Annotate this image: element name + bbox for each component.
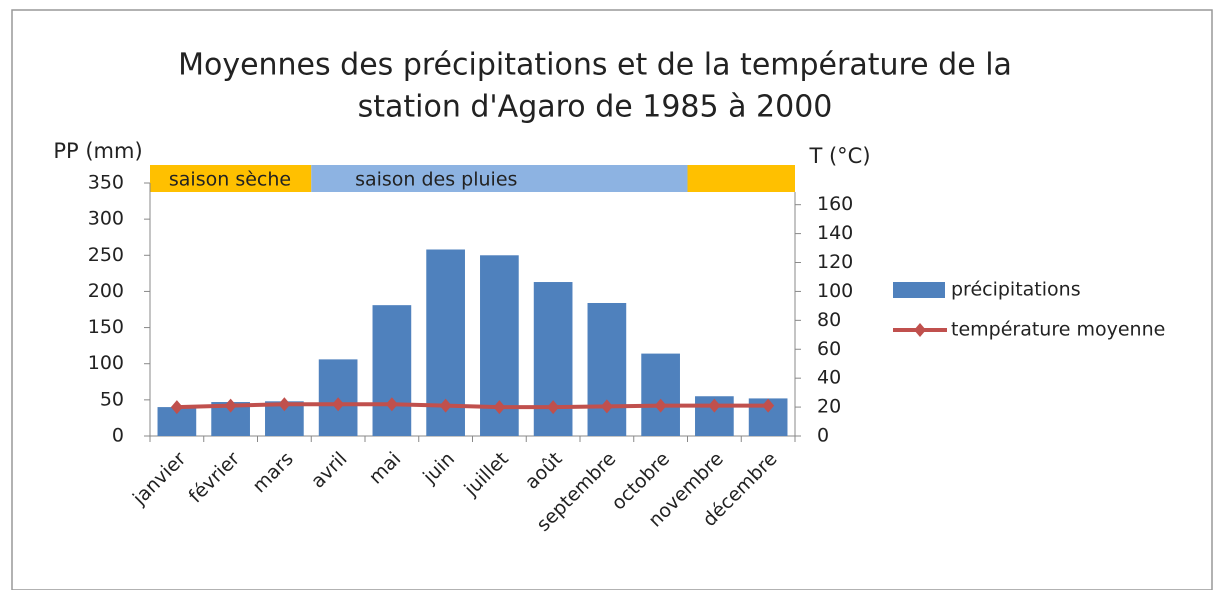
bar [641,353,680,436]
bar [587,302,627,436]
marker [654,398,667,413]
legend-label: température moyenne [951,319,1165,341]
season-label: saison des pluies [355,169,517,191]
marker [762,398,775,413]
season-band [311,165,688,192]
y2-axis-label: T (°C) [808,144,870,168]
x-tick-label: juin [418,448,459,489]
marker [493,400,506,415]
marker [332,397,345,412]
line [176,402,769,410]
x-tick-label: août [521,448,567,494]
legend-label: précipitations [951,279,1081,301]
marker [385,397,398,412]
y2-tick-label: 80 [817,309,841,331]
season-band [687,165,795,192]
y2-tick-label: 120 [817,251,853,273]
marker [278,397,291,412]
y-axis-label: PP (mm) [53,139,142,163]
legend-swatch [893,282,945,298]
y2-tick-label: 100 [817,280,853,302]
bar [372,305,412,436]
season-label: saison sèche [169,169,291,191]
x-tick-label: janvier [128,448,190,510]
marker [708,398,721,413]
frame [11,9,1213,590]
chart-title: Moyennes des précipitations et de la tem… [178,48,1012,83]
season-band [150,165,312,192]
y-tick-label: 350 [88,172,124,194]
marker [547,400,560,415]
y-tick-label: 200 [88,280,124,302]
y-tick-label: 0 [112,425,124,447]
y2-tick-label: 0 [817,425,829,447]
y-tick-label: 100 [88,352,124,374]
x-tick-label: avril [307,448,352,493]
x-tick-label: février [184,448,244,508]
y-tick-label: 300 [88,208,124,230]
x-tick-label: mai [365,448,406,489]
y-tick-label: 50 [100,388,124,410]
x-tick-label: mars [248,448,297,497]
marker [224,398,237,413]
x-tick-label: juillet [460,448,513,501]
y2-tick-label: 140 [817,222,853,244]
chart-title: station d'Agaro de 1985 à 2000 [358,90,833,125]
marker [170,400,183,415]
y-tick-label: 150 [88,316,124,338]
legend-marker [914,323,926,337]
y2-tick-label: 40 [817,367,841,389]
y-tick-label: 250 [88,244,124,266]
y2-tick-label: 20 [817,396,841,418]
y2-tick-label: 60 [817,338,841,360]
marker [439,398,452,413]
y2-tick-label: 160 [817,193,853,215]
marker [600,399,613,414]
